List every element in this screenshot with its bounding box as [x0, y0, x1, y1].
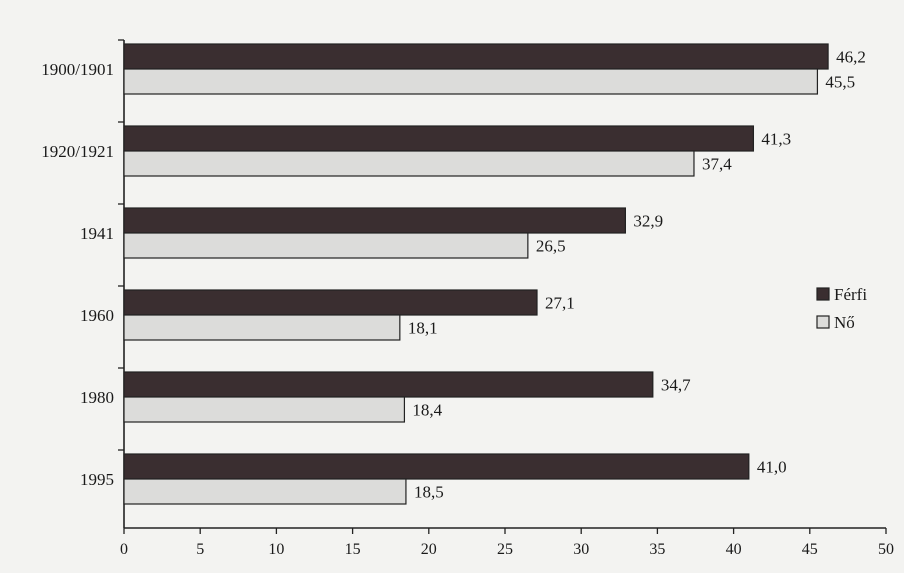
legend-label: Férfi [834, 285, 867, 304]
data-label: 41,3 [761, 130, 791, 149]
x-tick-label: 35 [649, 541, 665, 558]
legend: Férfi Nő [816, 285, 867, 332]
x-tick-label: 45 [802, 541, 818, 558]
x-tick-label: 10 [268, 541, 284, 558]
category-label: 1995 [80, 470, 114, 489]
bar-ferfi [123, 371, 654, 398]
legend-swatch-no [816, 315, 830, 329]
bar-no [123, 314, 401, 341]
x-tick-label: 50 [878, 541, 894, 558]
data-label: 26,5 [536, 237, 566, 256]
x-tick-label: 30 [573, 541, 589, 558]
legend-label: Nő [834, 313, 855, 332]
x-tick-label: 5 [196, 541, 204, 558]
bar-no [123, 232, 529, 259]
category-label: 1900/1901 [41, 60, 114, 79]
axes: 0 5 10 15 20 25 30 35 40 45 50 [118, 39, 894, 558]
x-tick-label: 25 [497, 541, 513, 558]
data-label: 45,5 [825, 73, 855, 92]
x-tick-label: 0 [120, 541, 128, 558]
bar-ferfi [123, 125, 755, 152]
legend-swatch-ferfi [816, 287, 830, 301]
data-label: 27,1 [545, 294, 575, 313]
bar-no [123, 396, 406, 423]
category-label: 1941 [80, 224, 114, 243]
x-tick-label: 20 [421, 541, 437, 558]
bar-ferfi [123, 289, 538, 316]
data-label: 18,1 [408, 319, 438, 338]
data-label: 37,4 [702, 155, 732, 174]
bar-no [123, 478, 407, 505]
x-tick-label: 15 [345, 541, 361, 558]
bar-no [123, 150, 695, 177]
bars [123, 43, 829, 505]
category-label: 1980 [80, 388, 114, 407]
data-label: 34,7 [661, 376, 691, 395]
bar-ferfi [123, 207, 626, 234]
bar-ferfi [123, 43, 829, 70]
category-label: 1960 [80, 306, 114, 325]
x-tick-label: 40 [726, 541, 742, 558]
data-label: 41,0 [757, 458, 787, 477]
bar-no [123, 68, 819, 95]
labels: 1900/1901 46,2 45,5 1920/1921 41,3 37,4 1941 32… [41, 48, 866, 502]
data-label: 18,4 [412, 401, 442, 420]
data-label: 32,9 [633, 212, 663, 231]
bar-ferfi [123, 453, 750, 480]
category-label: 1920/1921 [41, 142, 114, 161]
data-label: 18,5 [414, 483, 444, 502]
data-label: 46,2 [836, 48, 866, 67]
